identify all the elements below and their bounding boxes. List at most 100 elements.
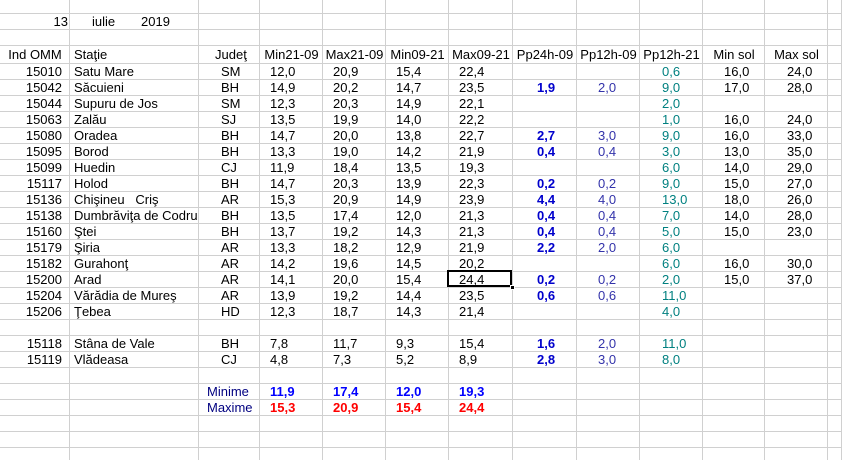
fill-handle[interactable] (510, 285, 515, 290)
cell: 15138 (25, 208, 62, 223)
cell: 22,7 (459, 128, 485, 143)
grid-line (576, 0, 577, 460)
cell: 11,0 (662, 336, 687, 351)
cell: 18,0 (724, 192, 750, 207)
cell: 0,6 (598, 288, 617, 303)
cell: 0,4 (598, 208, 617, 223)
cell: 13,0 (724, 144, 750, 159)
cell: 15,0 (724, 176, 750, 191)
grid-line (0, 287, 842, 288)
grid-line (639, 0, 640, 460)
cell: 23,5 (459, 80, 485, 95)
cell: 0,6 (662, 64, 681, 79)
cell: 0,2 (537, 272, 556, 287)
grid-line (0, 447, 842, 448)
cell: 20,3 (333, 96, 359, 111)
cell: AR (221, 256, 240, 271)
grid-line (827, 0, 828, 460)
cell: 13,5 (270, 208, 296, 223)
cell: 20,9 (333, 64, 359, 79)
cell: 1,6 (537, 336, 556, 351)
cell: 28,0 (787, 208, 813, 223)
cell: 14,7 (270, 128, 296, 143)
cell: 22,1 (459, 96, 485, 111)
cell: 33,0 (787, 128, 813, 143)
cell: 15160 (25, 224, 62, 239)
cell: 16,0 (724, 112, 750, 127)
cell: 22,3 (459, 176, 485, 191)
date-year: 2019 (141, 14, 170, 29)
grid-line (198, 0, 199, 460)
cell: Holod (74, 176, 108, 191)
cell: 18,7 (333, 304, 359, 319)
cell: 14,4 (396, 288, 422, 303)
cell: Vlădeasa (74, 352, 129, 367)
cell: 12,0 (396, 208, 422, 223)
cell: 9,0 (662, 176, 681, 191)
cell: 14,7 (270, 176, 296, 191)
cell: 15080 (25, 128, 62, 143)
cell: 2,2 (537, 240, 556, 255)
cell: 3,0 (598, 352, 617, 367)
cell: 15042 (25, 80, 62, 95)
cell: 6,0 (662, 160, 681, 175)
cell: 14,7 (396, 80, 422, 95)
cell: 1,9 (537, 80, 556, 95)
cell: AR (221, 240, 240, 255)
grid-line (0, 351, 842, 352)
cell: 13,3 (270, 144, 296, 159)
cell: 35,0 (787, 144, 813, 159)
cell: 0,4 (537, 208, 556, 223)
cell: 11,7 (333, 336, 358, 351)
cell: 13,8 (396, 128, 422, 143)
grid-line (0, 45, 842, 46)
cell: 19,3 (459, 160, 485, 175)
cell: AR (221, 192, 240, 207)
cell: 9,0 (662, 80, 681, 95)
cell: 14,0 (396, 112, 422, 127)
cell: 1,0 (662, 112, 681, 127)
cell: 20,2 (459, 256, 485, 271)
cell: 14,2 (396, 144, 422, 159)
cell: 3,0 (598, 128, 617, 143)
cell: HD (221, 304, 240, 319)
cell: 15182 (25, 256, 62, 271)
cell: 8,0 (662, 352, 681, 367)
cell: 2,0 (662, 272, 681, 287)
cell: BH (221, 224, 240, 239)
cell: 5,2 (396, 352, 415, 367)
cell: 9,0 (662, 128, 681, 143)
grid-line (0, 271, 842, 272)
selected-cell[interactable] (447, 270, 512, 287)
grid-line (0, 95, 842, 96)
summary-value: 11,9 (270, 384, 295, 399)
grid-line (0, 383, 842, 384)
cell: 14,3 (396, 304, 422, 319)
cell: 11,9 (270, 160, 295, 175)
cell: 13,5 (270, 112, 296, 127)
cell: 15044 (25, 96, 62, 111)
grid-line (0, 319, 842, 320)
cell: 13,5 (396, 160, 422, 175)
cell: 23,0 (787, 224, 813, 239)
cell: 12,9 (396, 240, 422, 255)
grid-line (0, 127, 842, 128)
cell: 15119 (26, 352, 62, 367)
cell: 15,0 (724, 272, 750, 287)
cell: BH (221, 176, 240, 191)
cell: BH (221, 208, 240, 223)
grid-line (0, 415, 842, 416)
cell: BH (221, 80, 240, 95)
cell: 15204 (25, 288, 62, 303)
summary-value: 20,9 (333, 400, 359, 415)
cell: 12,0 (270, 64, 296, 79)
cell: 13,9 (396, 176, 422, 191)
cell: 30,0 (787, 256, 813, 271)
cell: 20,0 (333, 128, 359, 143)
grid-line (69, 0, 70, 460)
grid-line (0, 399, 842, 400)
cell: Gurahonţ (74, 256, 129, 271)
cell: 17,0 (724, 80, 750, 95)
cell: 14,2 (270, 256, 296, 271)
cell: 15095 (25, 144, 62, 159)
